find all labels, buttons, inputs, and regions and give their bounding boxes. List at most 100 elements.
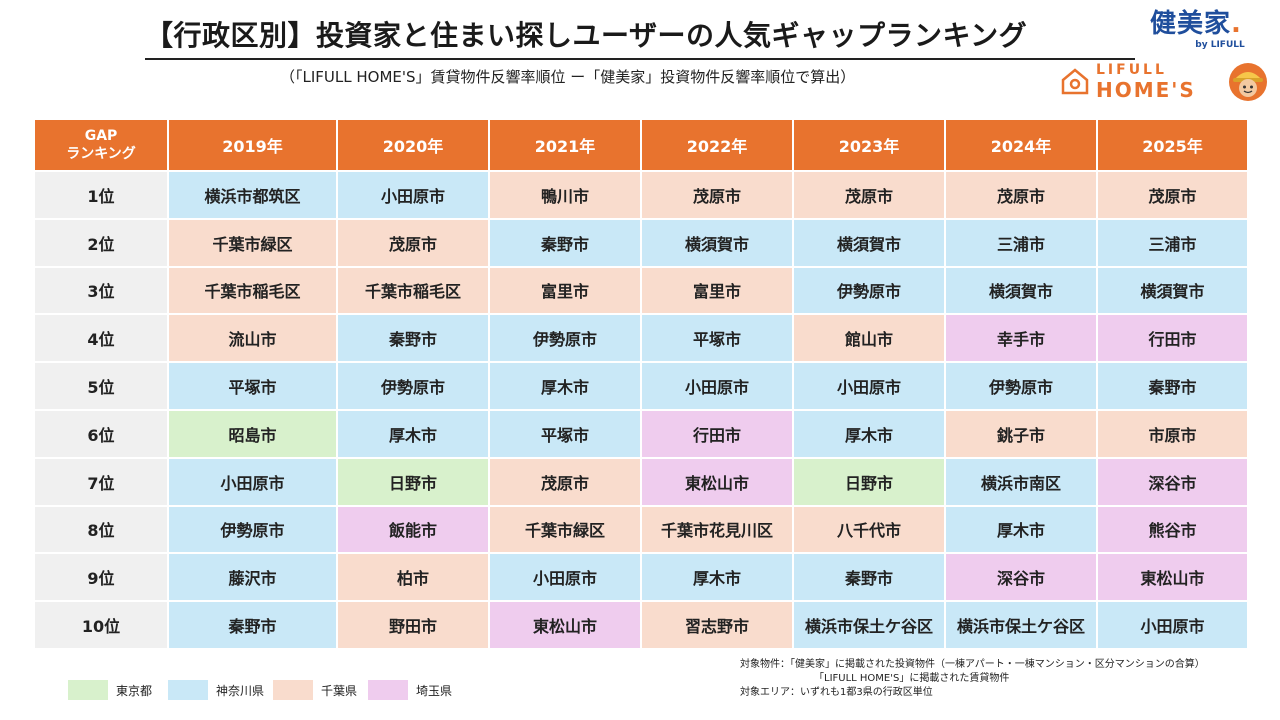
- city-cell: 横須賀市: [792, 217, 946, 268]
- city-cell: 千葉市緑区: [488, 504, 642, 555]
- rank-label: 5位: [33, 361, 169, 411]
- table-row: 1位 横浜市都筑区 小田原市 鴨川市 茂原市 茂原市 茂原市 茂原市: [33, 170, 1249, 220]
- city-cell: 千葉市緑区: [167, 217, 338, 268]
- city-cell: 幸手市: [944, 313, 1098, 364]
- city-cell: 横須賀市: [640, 217, 794, 268]
- homes-logo-line2: HOME'S: [1096, 78, 1196, 102]
- rank-label: 9位: [33, 552, 169, 603]
- city-cell: 館山市: [792, 313, 946, 364]
- city-cell: 伊勢原市: [944, 361, 1098, 411]
- kenbiya-logo-main: 健美家.: [1150, 9, 1242, 39]
- rank-label: 7位: [33, 456, 169, 507]
- city-cell: 三浦市: [944, 217, 1098, 268]
- lifull-homes-logo: LIFULL HOME'S: [1060, 62, 1275, 107]
- city-cell: 平塚市: [640, 313, 794, 364]
- table-header-row: GAP ランキング 2019年 2020年 2021年 2022年 2023年 2…: [33, 118, 1249, 172]
- city-cell: 茂原市: [1096, 170, 1249, 220]
- city-cell: 伊勢原市: [336, 361, 490, 411]
- year-header: 2023年: [792, 118, 946, 172]
- city-cell: 茂原市: [488, 456, 642, 507]
- year-header: 2024年: [944, 118, 1098, 172]
- city-cell: 平塚市: [167, 361, 338, 411]
- city-cell: 三浦市: [1096, 217, 1249, 268]
- city-cell: 伊勢原市: [792, 265, 946, 316]
- table-row: 5位 平塚市 伊勢原市 厚木市 小田原市 小田原市 伊勢原市 秦野市: [33, 361, 1249, 411]
- table-row: 8位 伊勢原市 飯能市 千葉市緑区 千葉市花見川区 八千代市 厚木市 熊谷市: [33, 504, 1249, 555]
- city-cell: 千葉市稲毛区: [336, 265, 490, 316]
- city-cell: 日野市: [336, 456, 490, 507]
- city-cell: 流山市: [167, 313, 338, 364]
- table-row: 6位 昭島市 厚木市 平塚市 行田市 厚木市 銚子市 市原市: [33, 408, 1249, 459]
- city-cell: 横浜市都筑区: [167, 170, 338, 220]
- city-cell: 藤沢市: [167, 552, 338, 603]
- table-row: 9位 藤沢市 柏市 小田原市 厚木市 秦野市 深谷市 東松山市: [33, 552, 1249, 603]
- city-cell: 横須賀市: [1096, 265, 1249, 316]
- city-cell: 銚子市: [944, 408, 1098, 459]
- rank-label: 4位: [33, 313, 169, 364]
- city-cell: 小田原市: [640, 361, 794, 411]
- table-row: 4位 流山市 秦野市 伊勢原市 平塚市 館山市 幸手市 行田市: [33, 313, 1249, 364]
- city-cell: 熊谷市: [1096, 504, 1249, 555]
- kenbiya-logo-sub: by LIFULL: [1195, 40, 1245, 50]
- city-cell: 平塚市: [488, 408, 642, 459]
- city-cell: 厚木市: [640, 552, 794, 603]
- city-cell: 茂原市: [792, 170, 946, 220]
- city-cell: 八千代市: [792, 504, 946, 555]
- table-row: 7位 小田原市 日野市 茂原市 東松山市 日野市 横浜市南区 深谷市: [33, 456, 1249, 507]
- city-cell: 茂原市: [944, 170, 1098, 220]
- gap-ranking-header: GAP ランキング: [33, 118, 169, 172]
- city-cell: 東松山市: [1096, 552, 1249, 603]
- city-cell: 鴨川市: [488, 170, 642, 220]
- city-cell: 深谷市: [944, 552, 1098, 603]
- city-cell: 横浜市南区: [944, 456, 1098, 507]
- city-cell: 秦野市: [488, 217, 642, 268]
- city-cell: 小田原市: [488, 552, 642, 603]
- city-cell: 横浜市保土ケ谷区: [944, 600, 1098, 650]
- city-cell: 野田市: [336, 600, 490, 650]
- footnote-target-area: 対象エリア：いずれも1都3県の行政区単位: [740, 687, 933, 698]
- city-cell: 東松山市: [640, 456, 794, 507]
- city-cell: 富里市: [640, 265, 794, 316]
- year-header: 2021年: [488, 118, 642, 172]
- city-cell: 厚木市: [944, 504, 1098, 555]
- footnotes: 対象物件：「健美家」に掲載された投資物件（一棟アパート・一棟マンション・区分マン…: [740, 658, 1205, 700]
- city-cell: 伊勢原市: [488, 313, 642, 364]
- city-cell: 深谷市: [1096, 456, 1249, 507]
- city-cell: 小田原市: [1096, 600, 1249, 650]
- city-cell: 小田原市: [792, 361, 946, 411]
- rank-label: 8位: [33, 504, 169, 555]
- homes-logo-text: LIFULL HOME'S: [1096, 62, 1196, 101]
- table-row: 3位 千葉市稲毛区 千葉市稲毛区 富里市 富里市 伊勢原市 横須賀市 横須賀市: [33, 265, 1249, 316]
- city-cell: 市原市: [1096, 408, 1249, 459]
- legend-swatch-kanagawa: [168, 680, 208, 700]
- year-header: 2020年: [336, 118, 490, 172]
- page-title: 【行政区別】投資家と住まい探しユーザーの人気ギャップランキング: [145, 14, 1135, 60]
- city-cell: 横浜市保土ケ谷区: [792, 600, 946, 650]
- city-cell: 小田原市: [167, 456, 338, 507]
- kenbiya-logo: 健美家. by LIFULL: [1150, 8, 1270, 58]
- legend-label-kanagawa: 神奈川県: [216, 684, 265, 698]
- homes-logo-line1: LIFULL: [1096, 62, 1167, 78]
- rank-label: 10位: [33, 600, 169, 650]
- city-cell: 日野市: [792, 456, 946, 507]
- city-cell: 厚木市: [488, 361, 642, 411]
- table-row: 2位 千葉市緑区 茂原市 秦野市 横須賀市 横須賀市 三浦市 三浦市: [33, 217, 1249, 268]
- year-header: 2019年: [167, 118, 338, 172]
- city-cell: 秦野市: [336, 313, 490, 364]
- city-cell: 伊勢原市: [167, 504, 338, 555]
- city-cell: 厚木市: [336, 408, 490, 459]
- year-header: 2025年: [1096, 118, 1249, 172]
- city-cell: 習志野市: [640, 600, 794, 650]
- city-cell: 秦野市: [1096, 361, 1249, 411]
- header: 【行政区別】投資家と住まい探しユーザーの人気ギャップランキング （「LIFULL…: [0, 0, 1280, 110]
- ranking-table: GAP ランキング 2019年 2020年 2021年 2022年 2023年 2…: [33, 118, 1249, 650]
- legend-swatch-chiba: [273, 680, 313, 700]
- city-cell: 飯能市: [336, 504, 490, 555]
- legend-label-chiba: 千葉県: [321, 684, 358, 698]
- city-cell: 茂原市: [640, 170, 794, 220]
- rank-label: 1位: [33, 170, 169, 220]
- legend-label-tokyo: 東京都: [116, 684, 153, 698]
- page-subtitle: （「LIFULL HOME'S」賃貸物件反響率順位 ー「健美家」投資物件反響率順…: [280, 68, 856, 86]
- city-cell: 柏市: [336, 552, 490, 603]
- ranking-table-body: 1位 横浜市都筑区 小田原市 鴨川市 茂原市 茂原市 茂原市 茂原市 2位 千葉市緑区 茂原市 秦野市…: [33, 170, 1249, 650]
